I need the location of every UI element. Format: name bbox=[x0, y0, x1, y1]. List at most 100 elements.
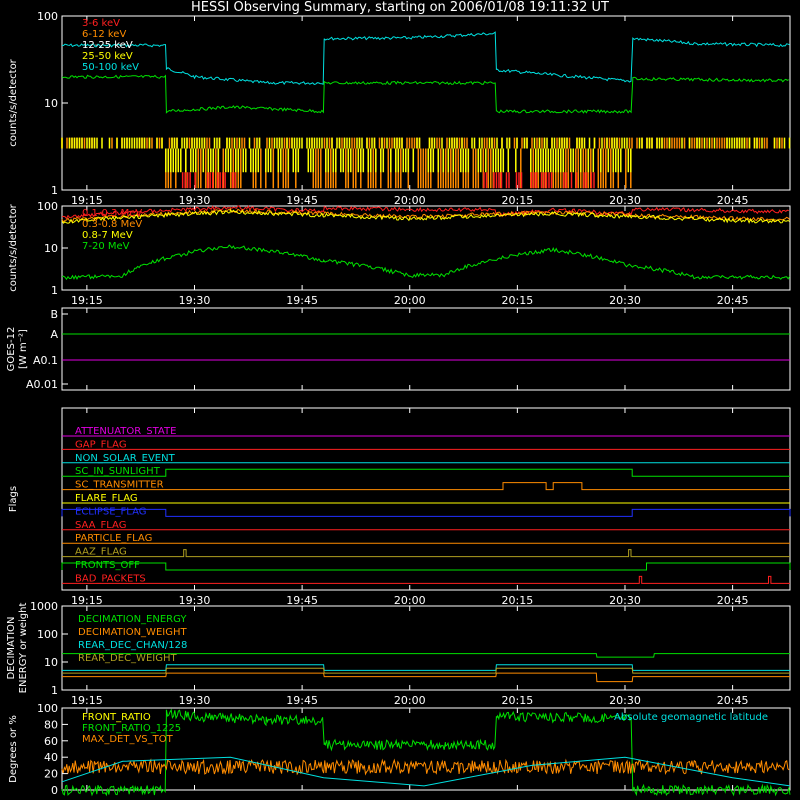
time-tick-label: 20:15 bbox=[502, 694, 534, 707]
series-50-100-kev bbox=[61, 31, 790, 86]
lowE-ylabel: counts/s/detector bbox=[8, 58, 19, 146]
flag-label: FRONTS_OFF bbox=[75, 560, 140, 571]
ratio-ytick-label: 80 bbox=[44, 718, 58, 731]
decim-ylabel2: ENERGY or weight bbox=[18, 603, 29, 694]
series-decimation-energy bbox=[62, 653, 790, 658]
legend-3-6-kev: 3-6 keV bbox=[82, 18, 120, 29]
time-tick-label: 19:15 bbox=[71, 194, 103, 207]
goes-ylabel2: [W m⁻²] bbox=[18, 329, 29, 369]
decim-ytick-label: 1 bbox=[51, 684, 58, 697]
flag-label: SAA_FLAG bbox=[75, 520, 126, 531]
time-tick-label: 19:15 bbox=[71, 294, 103, 307]
series-0-8-7-mev bbox=[61, 209, 790, 224]
ratio-ytick-label: 100 bbox=[37, 702, 58, 715]
series-7-20-mev bbox=[61, 244, 791, 281]
time-tick-label: 20:45 bbox=[717, 294, 749, 307]
flag-label: GAP_FLAG bbox=[75, 439, 127, 450]
time-tick-label: 19:15 bbox=[71, 594, 103, 607]
time-tick-label: 20:15 bbox=[502, 194, 534, 207]
series-rear-dec-weight bbox=[62, 667, 790, 674]
time-tick-label: 20:00 bbox=[394, 594, 426, 607]
legend-12-25-kev: 12-25 keV bbox=[82, 40, 133, 51]
time-tick-label: 19:30 bbox=[179, 694, 211, 707]
time-tick-label: 19:30 bbox=[179, 294, 211, 307]
time-tick-label: 20:45 bbox=[717, 694, 749, 707]
legend-7-20-mev: 7-20 MeV bbox=[82, 241, 130, 252]
legend-max-det-vs-tot: MAX_DET_VS_TOT bbox=[82, 734, 174, 745]
series-absolute-geomagnetic-latitude bbox=[61, 756, 791, 787]
flag-eclipse_flag bbox=[61, 508, 791, 517]
lowE-ytick-label: 1 bbox=[51, 184, 58, 197]
goes-ytick-label: A0.01 bbox=[26, 378, 58, 391]
time-tick-label: 20:00 bbox=[394, 194, 426, 207]
time-tick-label: 20:30 bbox=[609, 594, 641, 607]
legend-0-1-0-3-mev: 0.1-0.3 MeV bbox=[82, 208, 142, 219]
time-tick-label: 19:30 bbox=[179, 594, 211, 607]
legend-6-12-kev: 6-12 keV bbox=[82, 29, 126, 40]
decim-ylabel: DECIMATION bbox=[6, 616, 17, 679]
series-0-1-0-3-mev bbox=[61, 205, 789, 220]
flag-label: AAZ_FLAG bbox=[75, 547, 127, 558]
flag-sc_in_sunlight bbox=[62, 468, 790, 477]
goes-ytick-label: A0.1 bbox=[33, 354, 58, 367]
decim-ytick-label: 1000 bbox=[30, 600, 58, 613]
time-tick-label: 20:45 bbox=[717, 594, 749, 607]
ratio-frame bbox=[61, 707, 791, 791]
decim-ytick-label: 10 bbox=[44, 656, 58, 669]
time-tick-label: 20:00 bbox=[394, 294, 426, 307]
series-25-50-kev bbox=[61, 74, 789, 114]
flag-label: NON_SOLAR_EVENT bbox=[75, 453, 176, 464]
highE-ylabel: counts/s/detector bbox=[8, 203, 19, 291]
legend-0-3-0-8-mev: 0.3-0.8 MeV bbox=[82, 219, 142, 230]
time-tick-label: 20:15 bbox=[502, 294, 534, 307]
legend-front-ratio-1225: FRONT_RATIO_1225 bbox=[82, 723, 181, 734]
page-title: HESSI Observing Summary, starting on 200… bbox=[191, 0, 609, 15]
time-tick-label: 19:45 bbox=[286, 194, 318, 207]
legend-rear-dec-chan-128: REAR_DEC_CHAN/128 bbox=[78, 640, 187, 651]
goes-frame bbox=[61, 307, 791, 391]
flag-label: ECLIPSE_FLAG bbox=[75, 506, 146, 517]
flag-bad_packets bbox=[62, 575, 790, 584]
legend-decimation-energy: DECIMATION_ENERGY bbox=[78, 614, 187, 625]
flag-fronts_off bbox=[61, 562, 791, 571]
highE-ytick-label: 10 bbox=[44, 242, 58, 255]
time-tick-label: 19:45 bbox=[286, 594, 318, 607]
flag-label: PARTICLE_FLAG bbox=[75, 533, 152, 544]
lowE-ytick-label: 10 bbox=[44, 97, 58, 110]
time-tick-label: 20:00 bbox=[394, 694, 426, 707]
goes-ytick-label: A bbox=[50, 328, 58, 341]
series-front-ratio-1225 bbox=[61, 708, 791, 797]
time-tick-label: 20:45 bbox=[717, 194, 749, 207]
ratio-ytick-label: 20 bbox=[44, 768, 58, 781]
highE-ytick-label: 100 bbox=[37, 200, 58, 213]
flag-label: BAD_PACKETS bbox=[75, 573, 146, 584]
legend-25-50-kev: 25-50 keV bbox=[82, 51, 133, 62]
time-tick-label: 20:30 bbox=[609, 694, 641, 707]
time-tick-label: 19:15 bbox=[71, 694, 103, 707]
flag-label: SC_IN_SUNLIGHT bbox=[75, 466, 161, 477]
legend-front-ratio: FRONT_RATIO bbox=[82, 712, 151, 723]
series-decimation-weight bbox=[62, 672, 790, 683]
flag-aaz_flag bbox=[62, 549, 790, 558]
series-max-det-vs-tot bbox=[61, 758, 790, 776]
flag-label: SC_TRANSMITTER bbox=[75, 480, 164, 491]
flag-label: FLARE_FLAG bbox=[75, 493, 138, 504]
legend-50-100-kev: 50-100 keV bbox=[82, 62, 139, 73]
legend-rear-dec-weight: REAR_DEC_WEIGHT bbox=[78, 653, 177, 664]
time-tick-label: 20:15 bbox=[502, 594, 534, 607]
legend-decimation-weight: DECIMATION_WEIGHT bbox=[78, 627, 187, 638]
time-tick-label: 19:45 bbox=[286, 694, 318, 707]
ratio-ylabel: Degrees or % bbox=[8, 715, 19, 783]
ratio-ytick-label: 40 bbox=[44, 751, 58, 764]
decim-ytick-label: 100 bbox=[37, 628, 58, 641]
decim-frame bbox=[61, 605, 791, 691]
flag-sc_transmitter bbox=[62, 482, 790, 491]
legend-0-8-7-mev: 0.8-7 MeV bbox=[82, 230, 133, 241]
time-tick-label: 19:30 bbox=[179, 194, 211, 207]
legend-geomagnetic-latitude: Absolute geomagnetic latitude bbox=[614, 712, 768, 723]
series-rear-dec-chan-128 bbox=[62, 664, 790, 671]
ratio-ytick-label: 60 bbox=[44, 735, 58, 748]
time-tick-label: 20:30 bbox=[609, 294, 641, 307]
highE-ytick-label: 1 bbox=[51, 284, 58, 297]
